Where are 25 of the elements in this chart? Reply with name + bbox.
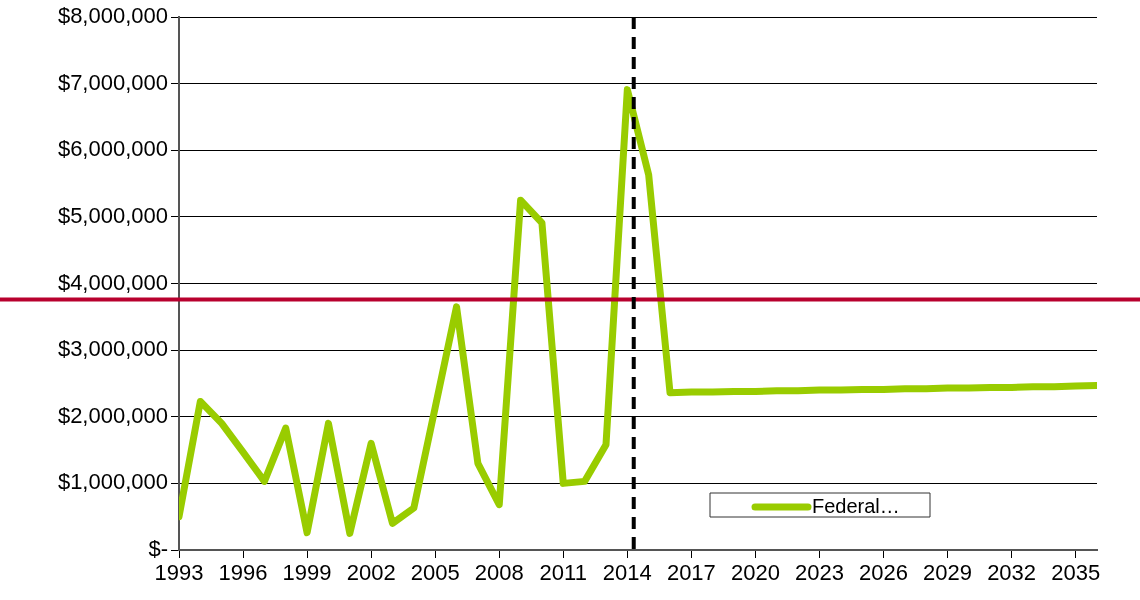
y-tick-label: $4,000,000 bbox=[57, 269, 168, 295]
y-tick-label: $2,000,000 bbox=[57, 402, 168, 428]
x-tick-label: 2020 bbox=[730, 560, 780, 586]
x-tick-label: 2002 bbox=[346, 560, 396, 586]
y-tick-label: $5,000,000 bbox=[57, 202, 168, 228]
x-tick-label: 2017 bbox=[666, 560, 716, 586]
x-tick-label: 2011 bbox=[539, 560, 587, 586]
y-tick-label: $- bbox=[148, 536, 168, 562]
y-tick-label: $7,000,000 bbox=[57, 69, 168, 95]
x-tick-label: 1993 bbox=[154, 560, 204, 586]
x-tick-label: 2026 bbox=[859, 560, 908, 586]
y-tick-label: $3,000,000 bbox=[57, 336, 168, 362]
x-tick-label: 2023 bbox=[794, 560, 844, 586]
y-tick-label: $1,000,000 bbox=[57, 469, 168, 495]
x-tick-label: 2032 bbox=[987, 560, 1037, 586]
x-tick-label: 2014 bbox=[602, 560, 652, 586]
y-tick-label: $8,000,000 bbox=[57, 3, 168, 29]
y-tick-label: $6,000,000 bbox=[57, 136, 168, 162]
x-tick-label: 2035 bbox=[1051, 560, 1101, 586]
x-tick-label: 1996 bbox=[218, 560, 268, 586]
x-tick-label: 1999 bbox=[282, 560, 332, 586]
x-tick-label: 2029 bbox=[923, 560, 973, 586]
x-tick-label: 2005 bbox=[410, 560, 460, 586]
x-tick-label: 2008 bbox=[474, 560, 524, 586]
legend-label: Federal… bbox=[812, 494, 900, 517]
